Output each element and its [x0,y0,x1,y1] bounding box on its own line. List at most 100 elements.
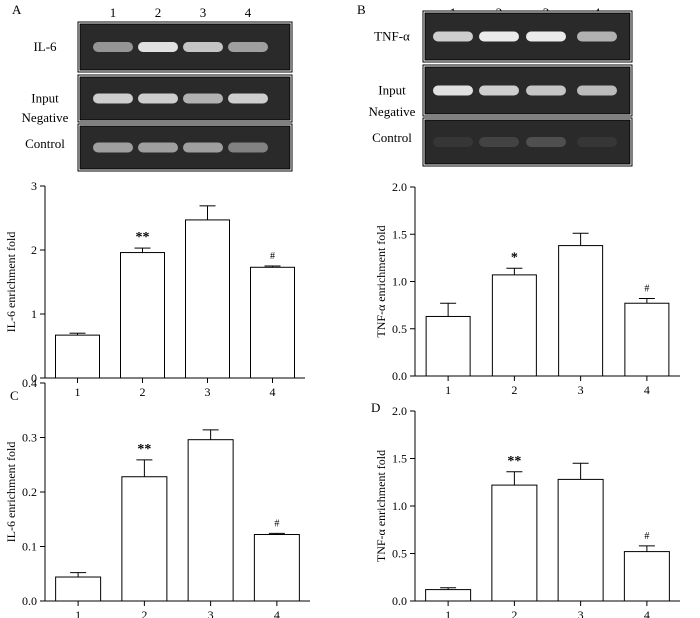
x-tick-label: 4 [644,383,650,397]
chart-d: D 0.0 0.5 1.0 1.5 2.0 TNF-α enrichment fold 1 **… [371,400,680,618]
significance-mark: ** [507,454,521,469]
panel-letter: B [357,2,366,17]
y-tick-label: 0.0 [392,594,407,608]
strip-label: Negative [22,110,69,125]
gel-band [479,85,519,96]
bar [425,589,472,602]
gel-band [577,137,617,147]
lane-label: 2 [155,5,162,20]
bar [121,476,168,602]
x-tick-label: 2 [140,385,146,399]
x-tick-label: 1 [445,608,451,618]
significance-mark: * [511,250,518,265]
x-tick-label: 2 [511,383,517,397]
bar [425,315,471,377]
gel-band [93,142,133,153]
lane-label: 4 [245,5,252,20]
bar [55,576,102,602]
bar [185,219,230,379]
gel-band [183,93,223,104]
bar [55,334,100,379]
y-tick-label: 0.2 [22,485,37,499]
x-tick-label: 3 [578,383,584,397]
panel-letter: D [371,400,380,415]
x-tick-label: 4 [274,608,280,618]
gel-band [138,142,178,153]
bar [624,302,670,377]
panel-letter: A [12,2,22,17]
strip-label: Control [25,136,65,151]
gel-band [526,137,566,147]
x-tick-label: 4 [644,608,650,618]
significance-mark: # [644,531,649,542]
x-tick-label: 2 [141,608,147,618]
chart-c: C 0.0 0.1 0.2 0.3 0.4 IL-6 enrichment fold 1 ** 2… [4,376,310,618]
bar [491,274,537,377]
strip-label: Input [31,91,59,106]
chart-b: 0.0 0.5 1.0 1.5 2.0 TNF-α enrichment fold 1 * 2 3… [374,180,680,397]
y-tick-label: 1 [31,307,37,321]
gel-band [228,42,268,52]
gel-band [183,42,223,52]
y-axis-label: IL-6 enrichment fold [4,442,18,543]
bar [491,484,538,602]
y-tick-label: 3 [31,179,37,193]
y-axis-label: TNF-α enrichment fold [374,450,388,562]
bar [253,534,300,602]
gel-band [138,42,178,52]
strip-label: IL-6 [33,39,57,54]
y-tick-label: 2.0 [392,180,407,194]
chart-a: 0 1 2 3 IL-6 enrichment fold 1 ** 2 3 #4 [4,179,305,399]
y-tick-label: 0.5 [392,547,407,561]
y-tick-label: 0 [31,371,37,385]
gel-band [93,93,133,104]
gel-band [479,31,519,42]
gel-band [138,93,178,104]
bar [557,478,604,602]
gel-band [526,85,566,96]
bar [187,439,234,602]
x-tick-label: 1 [445,383,451,397]
lane-label: 3 [200,5,207,20]
gel-band [228,142,268,153]
y-tick-label: 0.0 [392,369,407,383]
y-tick-label: 0.0 [22,594,37,608]
gel-band [577,31,617,42]
gel-band [228,93,268,104]
gel-band [479,137,519,147]
significance-mark: ** [137,442,151,457]
y-tick-label: 0.1 [22,540,37,554]
x-tick-label: 3 [208,608,214,618]
y-tick-label: 1.5 [392,227,407,241]
significance-mark: # [270,251,275,262]
strip-label: Input [378,83,406,98]
y-tick-label: 1.5 [392,452,407,466]
y-tick-label: 2 [31,243,37,257]
gel-band [433,31,473,42]
gel-band [183,142,223,153]
bar [250,266,295,379]
lane-label: 1 [110,5,117,20]
strip-label: Negative [369,104,416,119]
panel-letter: C [10,388,19,403]
bar [558,245,604,377]
y-tick-label: 0.3 [22,431,37,445]
gel-band [577,85,617,96]
x-tick-label: 1 [75,608,81,618]
bar [120,252,165,379]
y-axis-label: IL-6 enrichment fold [4,232,18,333]
gel-band [433,137,473,147]
y-axis-label: TNF-α enrichment fold [374,225,388,337]
x-tick-label: 2 [511,608,517,618]
gel-band [93,42,133,52]
x-tick-label: 3 [578,608,584,618]
x-tick-label: 1 [75,385,81,399]
significance-mark: # [644,284,649,295]
strip-label: Control [372,130,412,145]
y-tick-label: 0.4 [22,376,37,390]
x-tick-label: 4 [270,385,276,399]
y-tick-label: 1.0 [392,275,407,289]
y-tick-label: 2.0 [392,404,407,418]
